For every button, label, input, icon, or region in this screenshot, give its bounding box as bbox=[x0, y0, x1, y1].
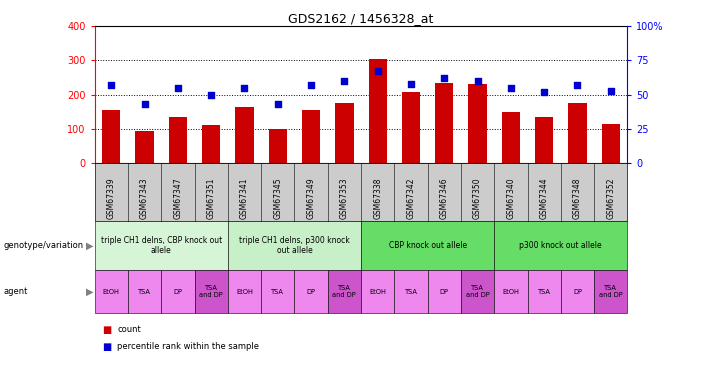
Text: GSM67353: GSM67353 bbox=[340, 178, 349, 219]
Text: TSA: TSA bbox=[404, 289, 417, 295]
Bar bbox=[569, 103, 587, 163]
Text: triple CH1 delns, CBP knock out
allele: triple CH1 delns, CBP knock out allele bbox=[101, 236, 222, 255]
Text: triple CH1 delns, p300 knock
out allele: triple CH1 delns, p300 knock out allele bbox=[239, 236, 350, 255]
Point bbox=[538, 89, 550, 95]
Bar bbox=[335, 103, 353, 163]
Point bbox=[106, 82, 117, 88]
Text: GSM67340: GSM67340 bbox=[506, 178, 515, 219]
Text: genotype/variation: genotype/variation bbox=[4, 241, 83, 250]
Bar bbox=[369, 59, 387, 163]
Text: TSA
and DP: TSA and DP bbox=[465, 285, 489, 298]
Point bbox=[205, 92, 217, 98]
Text: GSM67344: GSM67344 bbox=[540, 178, 549, 219]
Text: ■: ■ bbox=[102, 342, 111, 352]
Text: GSM67343: GSM67343 bbox=[140, 178, 149, 219]
Text: TSA
and DP: TSA and DP bbox=[332, 285, 356, 298]
Bar bbox=[535, 117, 553, 163]
Text: TSA
and DP: TSA and DP bbox=[599, 285, 622, 298]
Point bbox=[239, 85, 250, 91]
Text: EtOH: EtOH bbox=[369, 289, 386, 295]
Point bbox=[572, 82, 583, 88]
Text: CBP knock out allele: CBP knock out allele bbox=[388, 241, 467, 250]
Text: percentile rank within the sample: percentile rank within the sample bbox=[117, 342, 259, 351]
Text: TSA: TSA bbox=[538, 289, 550, 295]
Text: TSA: TSA bbox=[138, 289, 151, 295]
Point bbox=[272, 101, 283, 107]
Text: GSM67347: GSM67347 bbox=[173, 178, 182, 219]
Text: GSM67346: GSM67346 bbox=[440, 178, 449, 219]
Text: GSM67348: GSM67348 bbox=[573, 178, 582, 219]
Bar bbox=[502, 112, 520, 163]
Text: GSM67338: GSM67338 bbox=[373, 178, 382, 219]
Point bbox=[372, 68, 383, 74]
Text: agent: agent bbox=[4, 287, 28, 296]
Bar bbox=[202, 126, 220, 163]
Text: EtOH: EtOH bbox=[236, 289, 253, 295]
Point bbox=[339, 78, 350, 84]
Point bbox=[139, 101, 150, 107]
Title: GDS2162 / 1456328_at: GDS2162 / 1456328_at bbox=[288, 12, 434, 25]
Text: GSM67349: GSM67349 bbox=[306, 178, 315, 219]
Bar bbox=[236, 106, 254, 163]
Bar bbox=[135, 130, 154, 163]
Point bbox=[505, 85, 517, 91]
Text: GSM67351: GSM67351 bbox=[207, 178, 216, 219]
Text: ▶: ▶ bbox=[86, 241, 93, 250]
Text: DP: DP bbox=[573, 289, 582, 295]
Text: EtOH: EtOH bbox=[103, 289, 120, 295]
Text: ▶: ▶ bbox=[86, 286, 93, 297]
Point bbox=[405, 81, 416, 87]
Bar bbox=[402, 92, 420, 163]
Text: p300 knock out allele: p300 knock out allele bbox=[519, 241, 602, 250]
Point bbox=[306, 82, 317, 88]
Text: GSM67341: GSM67341 bbox=[240, 178, 249, 219]
Bar bbox=[169, 117, 187, 163]
Text: DP: DP bbox=[173, 289, 182, 295]
Point bbox=[605, 88, 616, 94]
Bar bbox=[102, 110, 121, 163]
Bar bbox=[302, 110, 320, 163]
Point bbox=[172, 85, 184, 91]
Text: DP: DP bbox=[440, 289, 449, 295]
Text: DP: DP bbox=[306, 289, 315, 295]
Point bbox=[472, 78, 483, 84]
Bar bbox=[468, 84, 486, 163]
Bar bbox=[435, 83, 454, 163]
Text: TSA
and DP: TSA and DP bbox=[199, 285, 223, 298]
Bar bbox=[268, 129, 287, 163]
Text: EtOH: EtOH bbox=[503, 289, 519, 295]
Text: count: count bbox=[117, 326, 141, 334]
Text: TSA: TSA bbox=[271, 289, 284, 295]
Text: GSM67342: GSM67342 bbox=[407, 178, 416, 219]
Text: ■: ■ bbox=[102, 325, 111, 335]
Text: GSM67339: GSM67339 bbox=[107, 178, 116, 219]
Text: GSM67352: GSM67352 bbox=[606, 178, 615, 219]
Bar bbox=[601, 124, 620, 163]
Point bbox=[439, 75, 450, 81]
Text: GSM67345: GSM67345 bbox=[273, 178, 283, 219]
Text: GSM67350: GSM67350 bbox=[473, 178, 482, 219]
